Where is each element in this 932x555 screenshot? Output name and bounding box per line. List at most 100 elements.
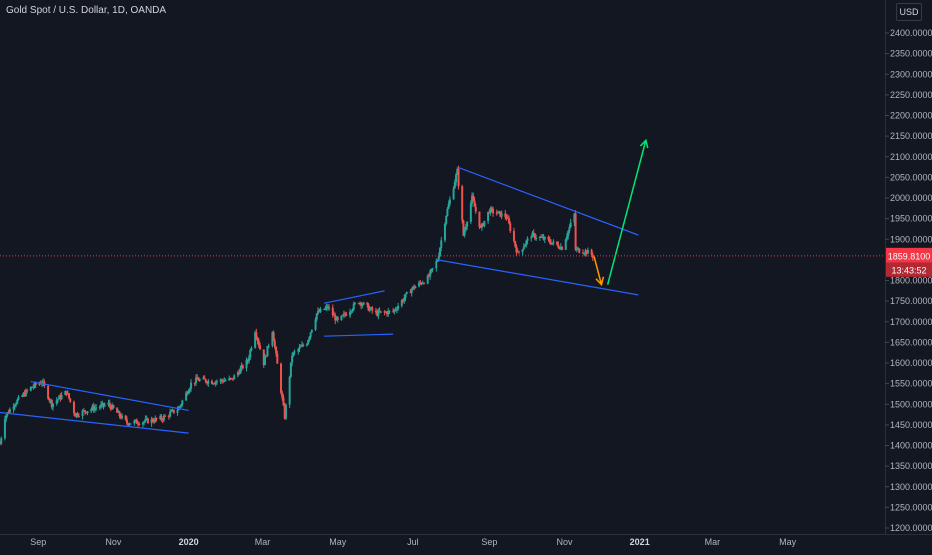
candle-body	[291, 355, 294, 363]
candle-body	[525, 240, 528, 245]
candle-body	[124, 415, 127, 420]
trend-line[interactable]	[324, 290, 385, 304]
candle-body	[186, 392, 189, 394]
candle-body	[478, 211, 481, 227]
candle-body	[273, 341, 276, 347]
candle-body	[31, 386, 34, 388]
candle-body	[495, 213, 498, 215]
candle-body	[249, 350, 252, 358]
candle-body	[575, 248, 578, 250]
candle-body	[134, 419, 137, 421]
candle-body	[335, 317, 338, 321]
candle-body	[565, 236, 568, 240]
price-tick-label: 2150.0000	[890, 131, 932, 141]
forecast-arrow-down-head	[595, 276, 605, 287]
candle-body	[207, 380, 210, 384]
candle-body	[194, 377, 197, 384]
candle-body	[255, 332, 258, 338]
candle-body	[582, 252, 584, 254]
candle-body	[344, 313, 347, 315]
candle-body	[56, 399, 59, 401]
candle-body	[266, 345, 269, 357]
current-price-line-group: 1859.8100 13:43:52	[0, 247, 932, 277]
price-tick-label: 2350.0000	[890, 49, 932, 59]
candle-body	[58, 395, 61, 400]
forecast-arrow-down[interactable]	[593, 256, 603, 285]
candle-body	[259, 345, 262, 350]
candle-body	[180, 404, 183, 407]
candle-body	[384, 311, 387, 313]
candle-body	[328, 307, 331, 309]
candle-body	[325, 306, 328, 308]
candle-body	[515, 246, 518, 253]
candle-body	[370, 307, 372, 309]
candle-body	[429, 270, 432, 277]
candle-body	[59, 395, 62, 400]
trend-line[interactable]	[30, 380, 189, 412]
candle-body	[439, 247, 442, 256]
candle-body	[366, 302, 369, 305]
candle-body	[212, 383, 215, 385]
time-tick-label: Nov	[557, 537, 574, 547]
candle-body	[151, 418, 154, 422]
candle-body	[138, 424, 141, 426]
candle-body	[76, 413, 79, 416]
candle-body	[42, 381, 45, 383]
candle-body	[236, 372, 239, 376]
price-tick-label: 2300.0000	[890, 69, 932, 79]
candle-body	[345, 314, 348, 316]
candle-body	[93, 407, 96, 411]
candle-body	[211, 380, 213, 384]
candle-body	[508, 218, 511, 224]
trend-line[interactable]	[457, 166, 639, 236]
candle-body	[531, 232, 534, 238]
candle-body	[540, 237, 543, 239]
candle-body	[284, 404, 287, 419]
candle-body	[342, 313, 345, 316]
candle-body	[488, 211, 491, 213]
candle-body	[413, 286, 416, 289]
candle-body	[8, 409, 11, 413]
candle-body	[547, 236, 550, 240]
price-tick-label: 1600.0000	[890, 358, 932, 368]
candle-body	[490, 208, 493, 210]
time-tick-label: May	[779, 537, 797, 547]
candle-body	[197, 379, 200, 381]
candle-body	[169, 412, 172, 417]
candle-body	[574, 213, 577, 250]
candle-body	[357, 303, 360, 305]
candle-body	[376, 311, 379, 316]
candle-body	[239, 368, 242, 374]
trend-line[interactable]	[437, 259, 639, 296]
candle-body	[65, 390, 68, 395]
forecast-arrow-up[interactable]	[606, 140, 647, 285]
candle-body	[578, 248, 581, 253]
candle-body	[256, 337, 259, 341]
candle-body	[388, 310, 391, 312]
candle-body	[506, 217, 509, 219]
time-tick-label: Sep	[481, 537, 497, 547]
trend-line[interactable]	[324, 333, 394, 337]
candle-body	[386, 311, 389, 315]
candle-body	[368, 308, 371, 311]
candle-body	[400, 300, 403, 306]
price-tick-label: 1400.0000	[890, 441, 932, 451]
candle-body	[119, 416, 122, 419]
candle-body	[55, 400, 58, 404]
candle-body	[397, 305, 400, 310]
currency-button[interactable]: USD	[896, 3, 922, 21]
candle-body	[556, 241, 559, 245]
trend-line[interactable]	[0, 411, 189, 434]
candle-body	[49, 400, 52, 402]
price-tick-label: 1500.0000	[890, 399, 932, 409]
candle-body	[377, 310, 380, 316]
candle-body	[100, 404, 103, 407]
candle-body	[567, 230, 570, 237]
candle-body	[480, 223, 483, 228]
candle-body	[314, 319, 317, 330]
candle-body	[583, 253, 586, 255]
forecast-arrow-up-head	[639, 138, 649, 149]
candle-body	[557, 244, 560, 248]
